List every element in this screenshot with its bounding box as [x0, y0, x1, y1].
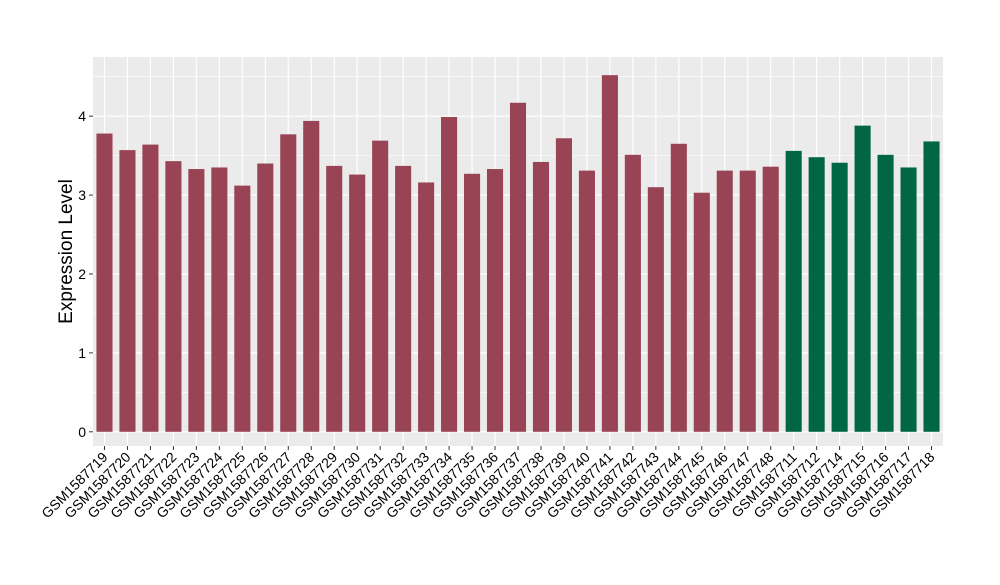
bar [877, 154, 894, 432]
bar [165, 161, 182, 432]
bar [900, 167, 917, 432]
bar [578, 170, 595, 432]
y-axis: 0 1 2 3 4 [78, 108, 93, 440]
bar [349, 174, 366, 432]
bar [831, 162, 848, 432]
y-tick-label: 3 [78, 187, 86, 203]
bar [785, 150, 802, 432]
bar [188, 169, 205, 432]
bar [119, 150, 136, 432]
bar [532, 161, 550, 432]
x-axis: GSM1587719GSM1587720GSM1587721GSM1587722… [38, 446, 938, 521]
bar [211, 167, 228, 432]
bar [923, 141, 940, 432]
bar [464, 173, 481, 432]
bar [716, 170, 733, 432]
y-tick-label: 0 [78, 424, 86, 440]
bar [693, 192, 710, 432]
bar [142, 144, 159, 432]
bar [372, 140, 389, 432]
bar [234, 185, 251, 432]
bar [486, 169, 504, 432]
bar [762, 166, 779, 432]
y-tick-label: 4 [78, 108, 86, 124]
y-tick-label: 2 [78, 266, 86, 282]
bars [96, 75, 940, 432]
bar [257, 163, 274, 432]
bar [624, 154, 641, 432]
bar [395, 165, 412, 432]
bar [555, 138, 572, 432]
bar [280, 134, 297, 432]
bar [303, 120, 320, 432]
bar [441, 116, 458, 432]
bar [418, 182, 435, 432]
bar [808, 157, 825, 432]
bar [854, 125, 871, 432]
bar [647, 187, 664, 432]
bar [670, 143, 687, 432]
bar [601, 75, 618, 432]
y-tick-label: 1 [78, 345, 86, 361]
bar [739, 170, 756, 432]
y-axis-label: Expression Level [56, 179, 77, 324]
bar [326, 165, 343, 432]
bar [96, 133, 113, 432]
bar [509, 102, 527, 432]
